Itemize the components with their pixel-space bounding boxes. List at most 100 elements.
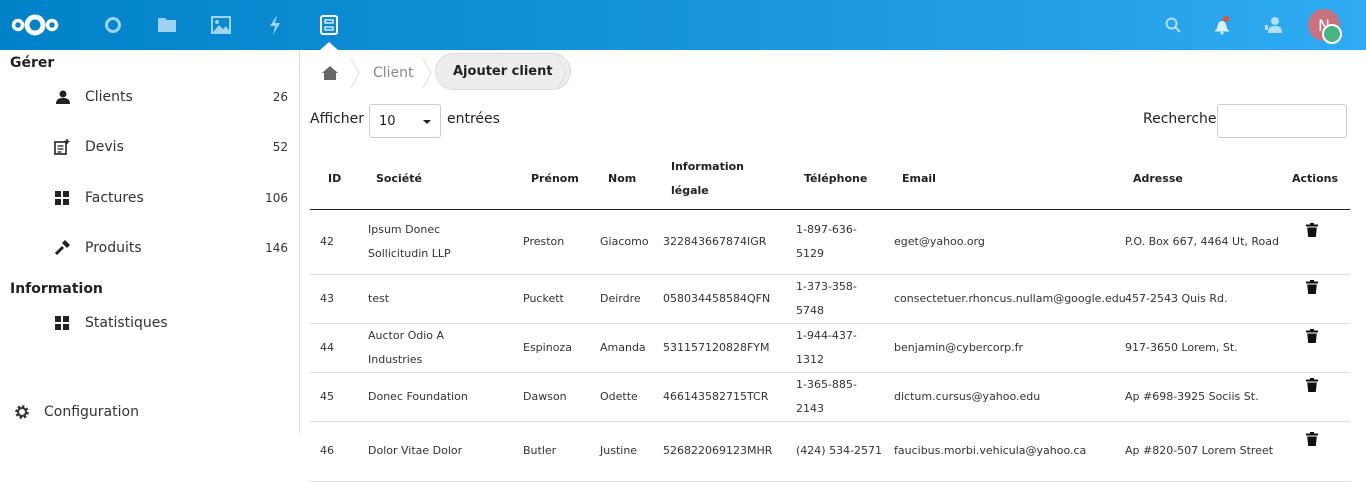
- search-icon[interactable]: [1151, 0, 1195, 50]
- cell-information-legale: 322843667874IGR: [653, 209, 786, 275]
- sidebar-item-count: 146: [265, 241, 288, 255]
- col-nom[interactable]: Nom: [590, 150, 653, 210]
- sidebar-item-count: 106: [265, 191, 288, 205]
- contacts-icon[interactable]: [1251, 0, 1295, 50]
- cell-email: benjamin@cybercorp.fr: [884, 323, 1115, 373]
- cell-actions: [1282, 274, 1350, 324]
- sidebar-item-produits[interactable]: Produits 146: [0, 233, 300, 263]
- cell-actions: [1282, 421, 1350, 482]
- files-icon[interactable]: [145, 0, 189, 50]
- sidebar: Gérer Clients 26 Devis 52 Factures 106 P…: [0, 50, 300, 433]
- table-row: 44 Auctor Odio A Industries Espinoza Amanda…: [310, 323, 1350, 373]
- cell-prenom: Puckett: [513, 274, 590, 324]
- delete-icon[interactable]: [1306, 279, 1318, 303]
- search-input[interactable]: [1217, 104, 1347, 138]
- gear-icon: [14, 404, 30, 420]
- col-actions: Actions: [1282, 150, 1350, 210]
- sidebar-item-label: Statistiques: [85, 315, 168, 331]
- gestion-app-icon[interactable]: [307, 0, 351, 50]
- breadcrumb-client[interactable]: Client: [373, 65, 414, 81]
- table-row: 42 Ipsum Donec Sollicitudin LLP Preston Gia…: [310, 209, 1350, 275]
- cell-prenom: Butler: [513, 421, 590, 482]
- cell-telephone: 1-365-885-2143: [786, 372, 884, 422]
- cell-id: 44: [310, 323, 358, 373]
- main-content: Client Ajouter client Afficher 10 entrée…: [300, 50, 1366, 482]
- col-societe[interactable]: Société: [358, 150, 513, 210]
- cell-adresse: Ap #698-3925 Sociis St.: [1115, 372, 1282, 422]
- sidebar-item-count: 52: [272, 140, 288, 154]
- cell-information-legale: 466143582715TCR: [653, 372, 786, 422]
- home-icon: [322, 66, 338, 80]
- table-header-row: ID Société Prénom Nom Information légale…: [310, 150, 1350, 210]
- sidebar-item-factures[interactable]: Factures 106: [0, 183, 300, 213]
- cell-societe: Ipsum Donec Sollicitudin LLP: [358, 209, 513, 275]
- notifications-icon[interactable]: [1200, 0, 1244, 50]
- status-indicator: [1322, 24, 1342, 44]
- clients-table: ID Société Prénom Nom Information légale…: [310, 150, 1350, 482]
- grid-icon: [54, 315, 70, 331]
- cell-id: 42: [310, 209, 358, 275]
- col-telephone[interactable]: Téléphone: [786, 150, 884, 210]
- col-prenom[interactable]: Prénom: [513, 150, 590, 210]
- breadcrumb-ajouter-client[interactable]: Ajouter client: [435, 53, 571, 90]
- cell-actions: [1282, 372, 1350, 422]
- cell-telephone: 1-944-437-1312: [786, 323, 884, 373]
- activity-icon[interactable]: [253, 0, 297, 50]
- cell-societe: Auctor Odio A Industries: [358, 323, 513, 373]
- settings-button[interactable]: Configuration: [0, 397, 300, 427]
- top-header: N: [0, 0, 1366, 50]
- sidebar-item-label: Devis: [85, 139, 124, 155]
- col-adresse[interactable]: Adresse: [1115, 150, 1282, 210]
- cell-id: 46: [310, 421, 358, 482]
- quote-icon: [54, 139, 70, 155]
- entries-label: entrées: [447, 111, 500, 127]
- sidebar-item-label: Factures: [85, 190, 144, 206]
- photos-icon[interactable]: [199, 0, 243, 50]
- cell-actions: [1282, 209, 1350, 275]
- table-row: 43 test Puckett Deirdre 058034458584QFN 1-373…: [310, 274, 1350, 324]
- cell-prenom: Preston: [513, 209, 590, 275]
- sidebar-item-statistiques[interactable]: Statistiques: [0, 308, 300, 338]
- cell-societe: Donec Foundation: [358, 372, 513, 422]
- cell-information-legale: 531157120828FYM: [653, 323, 786, 373]
- sidebar-item-count: 26: [272, 90, 288, 104]
- cell-email: consectetuer.rhoncus.nullam@google.edu: [884, 274, 1126, 324]
- cell-actions: [1282, 323, 1350, 373]
- cell-id: 45: [310, 372, 358, 422]
- cell-nom: Deirdre: [590, 274, 653, 324]
- page-length-select[interactable]: 10: [369, 104, 441, 138]
- section-title-gerer: Gérer: [10, 55, 55, 71]
- section-title-information: Information: [10, 281, 103, 297]
- breadcrumb-separator: [350, 58, 360, 88]
- active-app-indicator: [320, 42, 338, 50]
- delete-icon[interactable]: [1306, 431, 1318, 455]
- chevron-down-icon: [423, 120, 431, 124]
- breadcrumb-home[interactable]: [322, 54, 338, 92]
- search-label: Recherche: [1143, 111, 1217, 127]
- cell-nom: Giacomo: [590, 209, 653, 275]
- cell-telephone: (424) 534-2571: [786, 421, 884, 482]
- cell-email: faucibus.morbi.vehicula@yahoo.ca: [884, 421, 1115, 482]
- cell-prenom: Espinoza: [513, 323, 590, 373]
- cell-nom: Odette: [590, 372, 653, 422]
- breadcrumb-separator: [557, 58, 567, 88]
- delete-icon[interactable]: [1306, 377, 1318, 401]
- col-id[interactable]: ID: [310, 150, 358, 210]
- cell-adresse: 457-2543 Quis Rd.: [1115, 274, 1282, 324]
- cell-nom: Amanda: [590, 323, 653, 373]
- sidebar-item-clients[interactable]: Clients 26: [0, 82, 300, 112]
- wrench-icon: [54, 240, 70, 256]
- delete-icon[interactable]: [1306, 328, 1318, 352]
- cell-adresse: P.O. Box 667, 4464 Ut, Road: [1115, 209, 1282, 275]
- sidebar-item-devis[interactable]: Devis 52: [0, 132, 300, 162]
- nextcloud-logo[interactable]: [10, 0, 60, 50]
- delete-icon[interactable]: [1306, 222, 1318, 246]
- cell-societe: test: [358, 274, 513, 324]
- dashboard-icon[interactable]: [91, 0, 135, 50]
- cell-prenom: Dawson: [513, 372, 590, 422]
- table-row: 45 Donec Foundation Dawson Odette 4661435827…: [310, 372, 1350, 422]
- col-email[interactable]: Email: [884, 150, 1115, 210]
- col-information-legale[interactable]: Information légale: [653, 150, 786, 210]
- page-length-value: 10: [379, 114, 396, 129]
- cell-email: eget@yahoo.org: [884, 209, 1115, 275]
